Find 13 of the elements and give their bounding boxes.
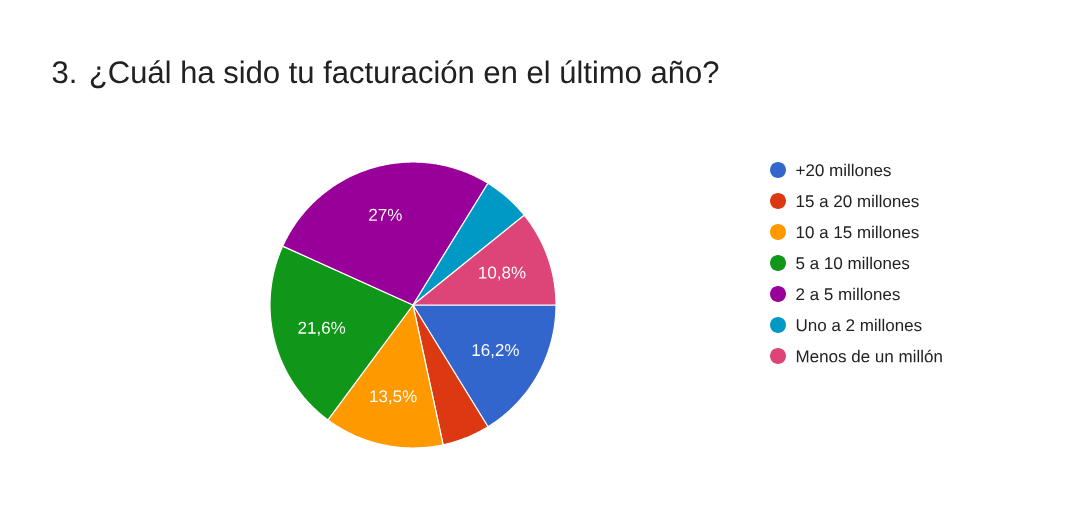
chart-title: 3. ¿Cuál ha sido tu facturación en el último año? <box>52 60 719 89</box>
data-label: 10,8% <box>479 266 526 281</box>
legend-label: 15 a 20 millones <box>796 194 919 208</box>
data-label: 21,6% <box>298 321 346 336</box>
legend-label: Menos de un millón <box>796 349 942 363</box>
legend-label: 2 a 5 millones <box>796 287 900 301</box>
legend-label: 10 a 15 millones <box>796 225 919 239</box>
legend-label: Uno a 2 millones <box>796 318 922 332</box>
legend-label: +20 millones <box>796 163 891 177</box>
data-label: 16,2% <box>472 344 519 359</box>
data-label: 27% <box>369 208 402 221</box>
data-label: 13,5% <box>370 390 417 405</box>
legend-label: 5 a 10 millones <box>796 256 910 270</box>
